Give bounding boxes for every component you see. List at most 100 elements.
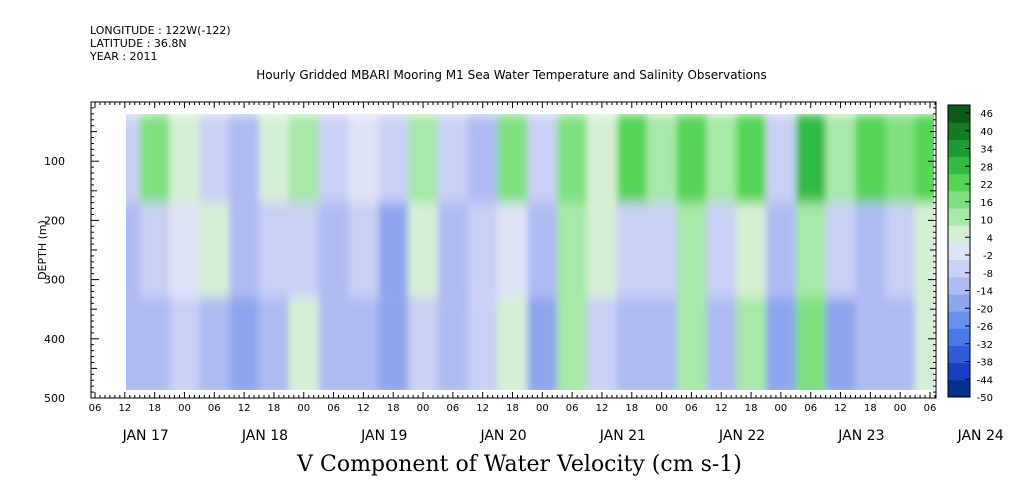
- colorbar: 46 40 34 28 22 16 10 4 -2 -8 -14 -20 -26 -32 -38 -44 -50: [947, 104, 993, 404]
- colorbar-label: -50: [977, 393, 993, 404]
- heatmap-cell: [557, 202, 588, 298]
- heatmap-cell: [288, 297, 320, 390]
- colorbar-label: 22: [980, 180, 993, 191]
- heatmap-cell: [497, 114, 529, 203]
- colorbar-swatch: [948, 259, 970, 278]
- colorbar-swatch: [948, 122, 970, 140]
- heatmap-cell: [467, 114, 499, 203]
- y-tick-label: 400: [44, 333, 65, 346]
- colorbar-label: -32: [977, 340, 993, 351]
- heatmap-cell: [766, 114, 797, 203]
- x-day-label: JAN 18: [241, 428, 288, 444]
- x-tick-label: 06: [566, 403, 579, 414]
- x-tick-label: 00: [297, 403, 310, 414]
- x-tick-label: 00: [178, 403, 191, 414]
- heatmap-cell: [348, 202, 380, 298]
- heatmap-cell: [318, 297, 350, 390]
- x-tick-label: 00: [894, 403, 907, 414]
- colorbar-swatch: [948, 328, 970, 346]
- x-day-label: JAN 20: [479, 428, 526, 444]
- x-tick-label: 06: [804, 403, 817, 414]
- y-axis-label: DEPTH (m): [36, 220, 49, 280]
- x-day-label: JAN 23: [837, 428, 884, 444]
- colorbar-swatch: [948, 242, 970, 261]
- heatmap-cell: [199, 297, 231, 390]
- x-tick-label: 12: [357, 403, 370, 414]
- chart-title: Hourly Gridded MBARI Mooring M1 Sea Wate…: [256, 68, 767, 82]
- heatmap-cell: [795, 114, 827, 203]
- colorbar-label: 40: [980, 127, 993, 138]
- heatmap-cell: [706, 202, 738, 298]
- heatmap-cell: [229, 202, 260, 298]
- x-tick-label: 18: [864, 403, 877, 414]
- heatmap-cell: [126, 114, 141, 203]
- heatmap-cell: [587, 114, 618, 203]
- colorbar-swatch: [948, 379, 970, 398]
- colorbar-label: -14: [977, 287, 993, 298]
- colorbar-label: -2: [983, 251, 993, 262]
- heatmap-cell: [825, 297, 857, 390]
- heatmap-cell: [885, 114, 917, 203]
- colorbar-label: 34: [980, 145, 993, 156]
- heatmap-cell: [915, 114, 934, 203]
- x-tick-label: 18: [387, 403, 400, 414]
- heatmap-cell: [259, 202, 290, 298]
- colorbar-label: -26: [977, 322, 993, 333]
- heatmap-cell: [139, 297, 171, 390]
- heatmap-cell: [736, 114, 767, 203]
- colorbar-swatch: [948, 362, 970, 381]
- y-tick-label: 100: [44, 155, 65, 168]
- heatmap-cell: [348, 114, 380, 203]
- heatmap-cell: [139, 114, 171, 203]
- colorbar-swatch: [948, 276, 970, 295]
- colorbar-label: 16: [980, 198, 993, 209]
- heatmap-cell: [825, 114, 857, 203]
- x-tick-label: 06: [685, 403, 698, 414]
- heatmap-cell: [527, 297, 559, 390]
- heatmap-cell: [497, 297, 529, 390]
- colorbar-label: 10: [980, 216, 993, 227]
- colorbar-swatch: [948, 208, 970, 226]
- heatmap-cell: [229, 297, 260, 390]
- heatmap-cell: [706, 114, 738, 203]
- heatmap-cell: [288, 202, 320, 298]
- colorbar-label: -8: [983, 269, 993, 280]
- colorbar-swatch: [948, 293, 970, 312]
- heatmap-cell: [676, 202, 708, 298]
- heatmap-cell: [557, 297, 588, 390]
- heatmap-cell: [646, 297, 678, 390]
- heatmap-cell: [126, 297, 141, 390]
- y-tick-label: 500: [44, 392, 65, 405]
- x-day-label: JAN 17: [122, 428, 169, 444]
- heatmap-cell: [736, 202, 767, 298]
- y-tick-label: 200: [44, 214, 65, 227]
- x-tick-label: 12: [118, 403, 131, 414]
- heatmap-cell: [126, 202, 141, 298]
- colorbar-label: -20: [977, 304, 993, 315]
- heatmap-cell: [885, 297, 917, 390]
- year-label: YEAR : 2011: [90, 50, 158, 63]
- colorbar-swatch: [948, 345, 970, 364]
- heatmap-cell: [169, 297, 201, 390]
- heatmap-cell: [259, 114, 290, 203]
- heatmap-cell: [497, 202, 529, 298]
- latitude-label: LATITUDE : 36.8N: [90, 37, 187, 50]
- heatmap-cell: [915, 202, 934, 298]
- heatmap-cell: [288, 114, 320, 203]
- x-tick-label: 18: [745, 403, 758, 414]
- x-tick-label: 18: [625, 403, 638, 414]
- heatmap-cell: [408, 202, 439, 298]
- y-tick-label: 300: [44, 274, 65, 287]
- x-tick-label: 06: [89, 403, 102, 414]
- heatmap-cell: [527, 114, 559, 203]
- heatmap-cell: [616, 114, 648, 203]
- colorbar-label: -44: [977, 375, 993, 386]
- heatmap-cell: [318, 114, 350, 203]
- colorbar-label: -38: [977, 358, 993, 369]
- heatmap-cell: [766, 297, 797, 390]
- colorbar-swatch: [948, 156, 970, 175]
- heatmap-cell: [766, 202, 797, 298]
- x-day-label: JAN 22: [718, 428, 765, 444]
- heatmap-cell: [527, 202, 559, 298]
- colorbar-swatch: [948, 173, 970, 192]
